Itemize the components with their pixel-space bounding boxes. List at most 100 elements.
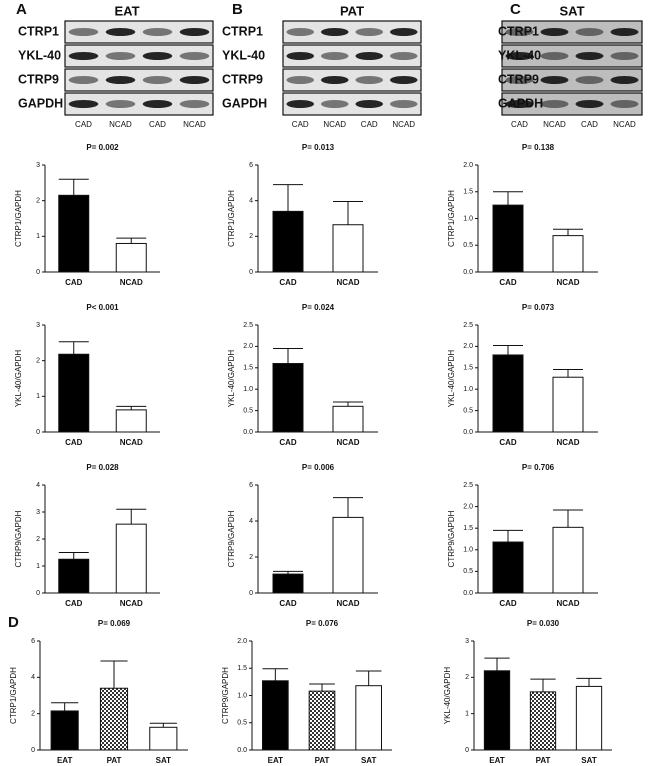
blot-band [179,76,210,84]
y-tick-label: 0 [249,269,253,276]
blot-strip [282,44,422,68]
y-tick-label: 0 [36,429,40,436]
y-tick-label: 4 [31,674,35,681]
blot-band [505,100,534,108]
x-tick-label: NCAD [556,278,579,287]
blot-lane-label: NCAD [323,120,346,129]
blot-strip [64,92,214,116]
bar [483,670,511,751]
y-tick-label: 0.5 [237,720,247,727]
panel-letter: A [16,1,27,18]
x-tick-label: PAT [536,756,551,765]
blot-tissue: SAT [559,3,584,18]
bar [50,710,79,751]
y-axis-label: CTRP1/GAPDH [447,190,456,247]
y-tick-label: 2.0 [463,503,473,510]
y-tick-label: 2 [36,198,40,205]
y-tick-label: 2 [465,674,469,681]
blot-band [320,100,349,108]
x-tick-label: SAT [156,756,172,765]
chart-title: P= 0.030 [527,619,560,628]
blot-band [68,52,99,60]
bar [332,516,364,594]
y-axis-label: CTRP9/GAPDH [447,510,456,567]
blot-band [355,52,384,60]
blot-band [105,28,136,36]
y-tick-label: 6 [249,162,253,169]
y-tick-label: 1.0 [237,692,247,699]
y-tick-label: 1 [36,393,40,400]
bar [262,680,289,751]
bar [529,691,557,751]
y-tick-label: 2.0 [243,343,253,350]
y-tick-label: 0 [36,590,40,597]
y-tick-label: 0.0 [463,269,473,276]
blot-band [286,28,315,36]
panel-letter: B [232,1,243,18]
bar [115,242,147,273]
blot-band [286,76,315,84]
blot-row-label: CTRP1 [222,24,263,38]
y-tick-label: 2.5 [243,322,253,329]
x-tick-label: CAD [279,438,297,447]
chart-title: P= 0.006 [302,463,335,472]
blot-band [179,28,210,36]
bar [492,204,524,273]
y-tick-label: 2.0 [463,343,473,350]
y-tick-label: 0.0 [463,590,473,597]
blot-band [540,52,569,60]
y-tick-label: 3 [36,509,40,516]
y-tick-label: 0.5 [463,407,473,414]
blot-band [179,100,210,108]
blot-lane-label: NCAD [613,120,636,129]
y-tick-label: 2.5 [463,482,473,489]
y-tick-label: 0.0 [463,429,473,436]
blot-band [68,28,99,36]
y-tick-label: 3 [465,638,469,645]
blot-row-label: YKL-40 [18,48,61,62]
y-axis-label: CTRP9/GAPDH [14,510,23,567]
panel-letter: C [510,1,521,18]
bar [272,573,304,594]
x-tick-label: NCAD [120,599,143,608]
blot-band [142,76,173,84]
y-axis-label: YKL-40/GAPDH [14,350,23,408]
y-tick-label: 1.0 [463,386,473,393]
blot-row-label: CTRP9 [498,72,539,86]
blot-band [142,52,173,60]
bar [308,690,336,751]
y-tick-label: 0.5 [243,407,253,414]
blot-row-label: YKL-40 [222,48,265,62]
y-tick-label: 1.0 [463,215,473,222]
x-tick-label: CAD [65,599,83,608]
y-tick-label: 1.0 [243,386,253,393]
chart-title: P= 0.002 [86,143,119,152]
x-tick-label: EAT [268,756,284,765]
blot-strip [501,20,643,44]
x-tick-label: NCAD [120,278,143,287]
blot-band [320,76,349,84]
y-tick-label: 0 [249,590,253,597]
bar [272,363,304,433]
y-tick-label: 2 [31,711,35,718]
blot-band [286,52,315,60]
blot-strip [64,68,214,92]
x-tick-label: CAD [499,599,517,608]
blot-lane-label: CAD [361,120,378,129]
y-tick-label: 0 [31,747,35,754]
x-tick-label: EAT [57,756,73,765]
x-tick-label: CAD [499,278,517,287]
blot-row-label: GAPDH [498,96,543,110]
bar [149,726,178,751]
y-tick-label: 3 [36,322,40,329]
y-tick-label: 2.0 [463,162,473,169]
x-tick-label: CAD [65,438,83,447]
x-tick-label: NCAD [120,438,143,447]
blot-band [68,76,99,84]
x-tick-label: CAD [279,278,297,287]
chart-title: P= 0.024 [302,303,335,312]
bar [58,353,90,433]
blot-band [320,28,349,36]
x-tick-label: CAD [279,599,297,608]
